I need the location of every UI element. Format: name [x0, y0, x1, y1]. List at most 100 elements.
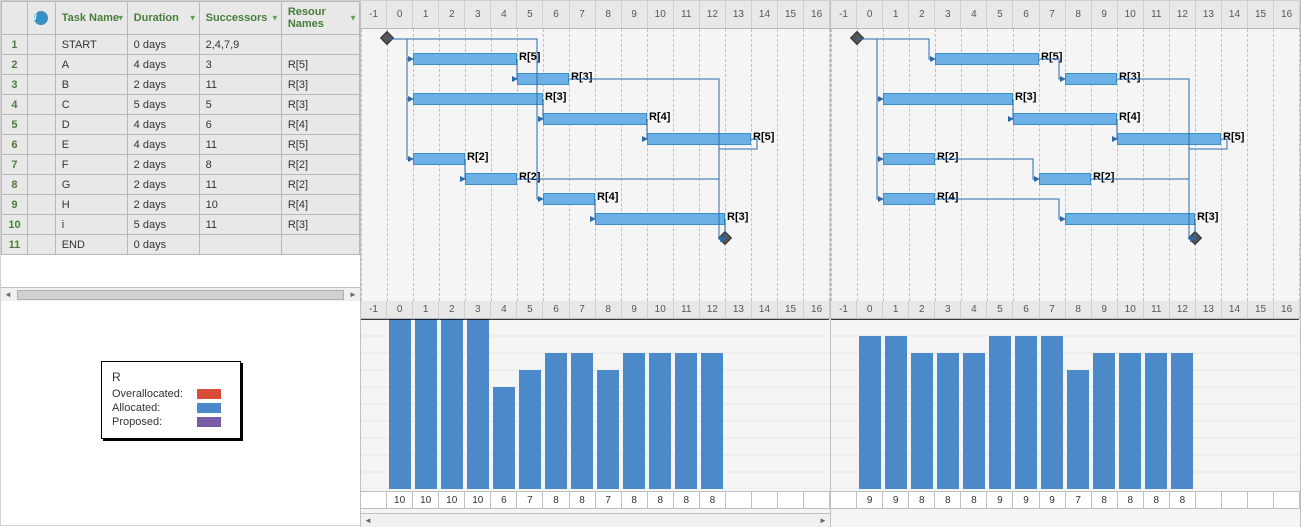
row-number[interactable]: 3 — [2, 75, 28, 95]
cell[interactable]: 11 — [199, 75, 281, 95]
milestone[interactable] — [850, 31, 864, 45]
histogram-bar[interactable] — [701, 353, 723, 489]
cell[interactable] — [27, 215, 55, 235]
histogram-bar[interactable] — [1015, 336, 1037, 489]
gantt-bar[interactable] — [543, 193, 595, 205]
gantt-bar[interactable] — [517, 73, 569, 85]
dropdown-icon[interactable]: ▼ — [271, 14, 279, 23]
cell[interactable] — [27, 115, 55, 135]
gantt-bar[interactable] — [647, 133, 751, 145]
cell[interactable]: R[3] — [281, 95, 359, 115]
gantt-bar[interactable] — [465, 173, 517, 185]
column-header[interactable] — [2, 2, 28, 35]
histogram-bar[interactable] — [937, 353, 959, 489]
cell[interactable] — [281, 235, 359, 255]
cell[interactable]: R[3] — [281, 215, 359, 235]
cell[interactable]: R[3] — [281, 75, 359, 95]
task-name-cell[interactable]: B — [55, 75, 127, 95]
gantt-bar[interactable] — [1039, 173, 1091, 185]
histogram-bar[interactable] — [1041, 336, 1063, 489]
histogram-bar[interactable] — [859, 336, 881, 489]
histogram-bar[interactable] — [1119, 353, 1141, 489]
cell[interactable]: 8 — [199, 155, 281, 175]
histogram-bar[interactable] — [885, 336, 907, 489]
milestone[interactable] — [1188, 231, 1202, 245]
row-number[interactable]: 1 — [2, 35, 28, 55]
cell[interactable]: 0 days — [127, 35, 199, 55]
gantt-bar[interactable] — [543, 113, 647, 125]
histogram-bar[interactable] — [1093, 353, 1115, 489]
cell[interactable]: 5 days — [127, 215, 199, 235]
scrollbar-thumb[interactable] — [17, 290, 344, 300]
histogram-bar[interactable] — [1067, 370, 1089, 489]
cell[interactable]: 11 — [199, 215, 281, 235]
column-header[interactable]: Successors▼ — [199, 2, 281, 35]
cell[interactable] — [27, 55, 55, 75]
cell[interactable] — [27, 35, 55, 55]
scroll-right-arrow[interactable]: ► — [816, 514, 830, 527]
milestone[interactable] — [380, 31, 394, 45]
histogram-bar[interactable] — [545, 353, 567, 489]
cell[interactable]: 0 days — [127, 235, 199, 255]
cell[interactable]: 5 — [199, 95, 281, 115]
row-number[interactable]: 5 — [2, 115, 28, 135]
table-row[interactable]: 6E4 days11R[5] — [2, 135, 360, 155]
table-row[interactable]: 1START0 days2,4,7,9 — [2, 35, 360, 55]
table-row[interactable]: 4C5 days5R[3] — [2, 95, 360, 115]
cell[interactable] — [199, 235, 281, 255]
horizontal-scrollbar[interactable]: ◄► — [361, 513, 830, 527]
task-name-cell[interactable]: A — [55, 55, 127, 75]
gantt-bar[interactable] — [413, 53, 517, 65]
gantt-bar[interactable] — [413, 153, 465, 165]
histogram-bar[interactable] — [989, 336, 1011, 489]
histogram-bar[interactable] — [963, 353, 985, 489]
histogram-bar[interactable] — [519, 370, 541, 489]
table-row[interactable]: 7F2 days8R[2] — [2, 155, 360, 175]
histogram-bar[interactable] — [467, 319, 489, 489]
table-row[interactable]: 9H2 days10R[4] — [2, 195, 360, 215]
cell[interactable]: 4 days — [127, 55, 199, 75]
cell[interactable]: 11 — [199, 135, 281, 155]
scroll-left-arrow[interactable]: ◄ — [361, 514, 375, 527]
cell[interactable]: R[2] — [281, 155, 359, 175]
cell[interactable]: R[5] — [281, 135, 359, 155]
cell[interactable] — [27, 75, 55, 95]
cell[interactable]: 3 — [199, 55, 281, 75]
cell[interactable]: R[4] — [281, 115, 359, 135]
task-name-cell[interactable]: G — [55, 175, 127, 195]
histogram-bar[interactable] — [493, 387, 515, 489]
cell[interactable] — [27, 155, 55, 175]
cell[interactable]: 11 — [199, 175, 281, 195]
table-row[interactable]: 3B2 days11R[3] — [2, 75, 360, 95]
gantt-bar[interactable] — [935, 53, 1039, 65]
cell[interactable] — [27, 175, 55, 195]
table-row[interactable]: 10i5 days11R[3] — [2, 215, 360, 235]
gantt-bar[interactable] — [1065, 73, 1117, 85]
table-row[interactable]: 11 END0 days — [2, 235, 360, 255]
gantt-bar[interactable] — [883, 93, 1013, 105]
gantt-bar[interactable] — [595, 213, 725, 225]
gantt-bar[interactable] — [1065, 213, 1195, 225]
histogram-bar[interactable] — [389, 319, 411, 489]
task-name-cell[interactable]: E — [55, 135, 127, 155]
task-name-cell[interactable]: F — [55, 155, 127, 175]
cell[interactable]: 2 days — [127, 195, 199, 215]
cell[interactable]: 2,4,7,9 — [199, 35, 281, 55]
column-header[interactable]: Task Name▼ — [55, 2, 127, 35]
column-header[interactable]: i — [27, 2, 55, 35]
histogram-bar[interactable] — [571, 353, 593, 489]
scroll-right-arrow[interactable]: ► — [346, 288, 360, 302]
milestone[interactable] — [718, 231, 732, 245]
task-name-cell[interactable]: i — [55, 215, 127, 235]
task-name-cell[interactable]: END — [55, 235, 127, 255]
row-number[interactable]: 4 — [2, 95, 28, 115]
row-number[interactable]: 11 — [2, 235, 28, 255]
histogram-bar[interactable] — [911, 353, 933, 489]
histogram-bar[interactable] — [1171, 353, 1193, 489]
cell[interactable]: R[2] — [281, 175, 359, 195]
histogram-bar[interactable] — [675, 353, 697, 489]
cell[interactable] — [281, 35, 359, 55]
histogram-bar[interactable] — [441, 319, 463, 489]
row-number[interactable]: 8 — [2, 175, 28, 195]
cell[interactable]: 4 days — [127, 115, 199, 135]
